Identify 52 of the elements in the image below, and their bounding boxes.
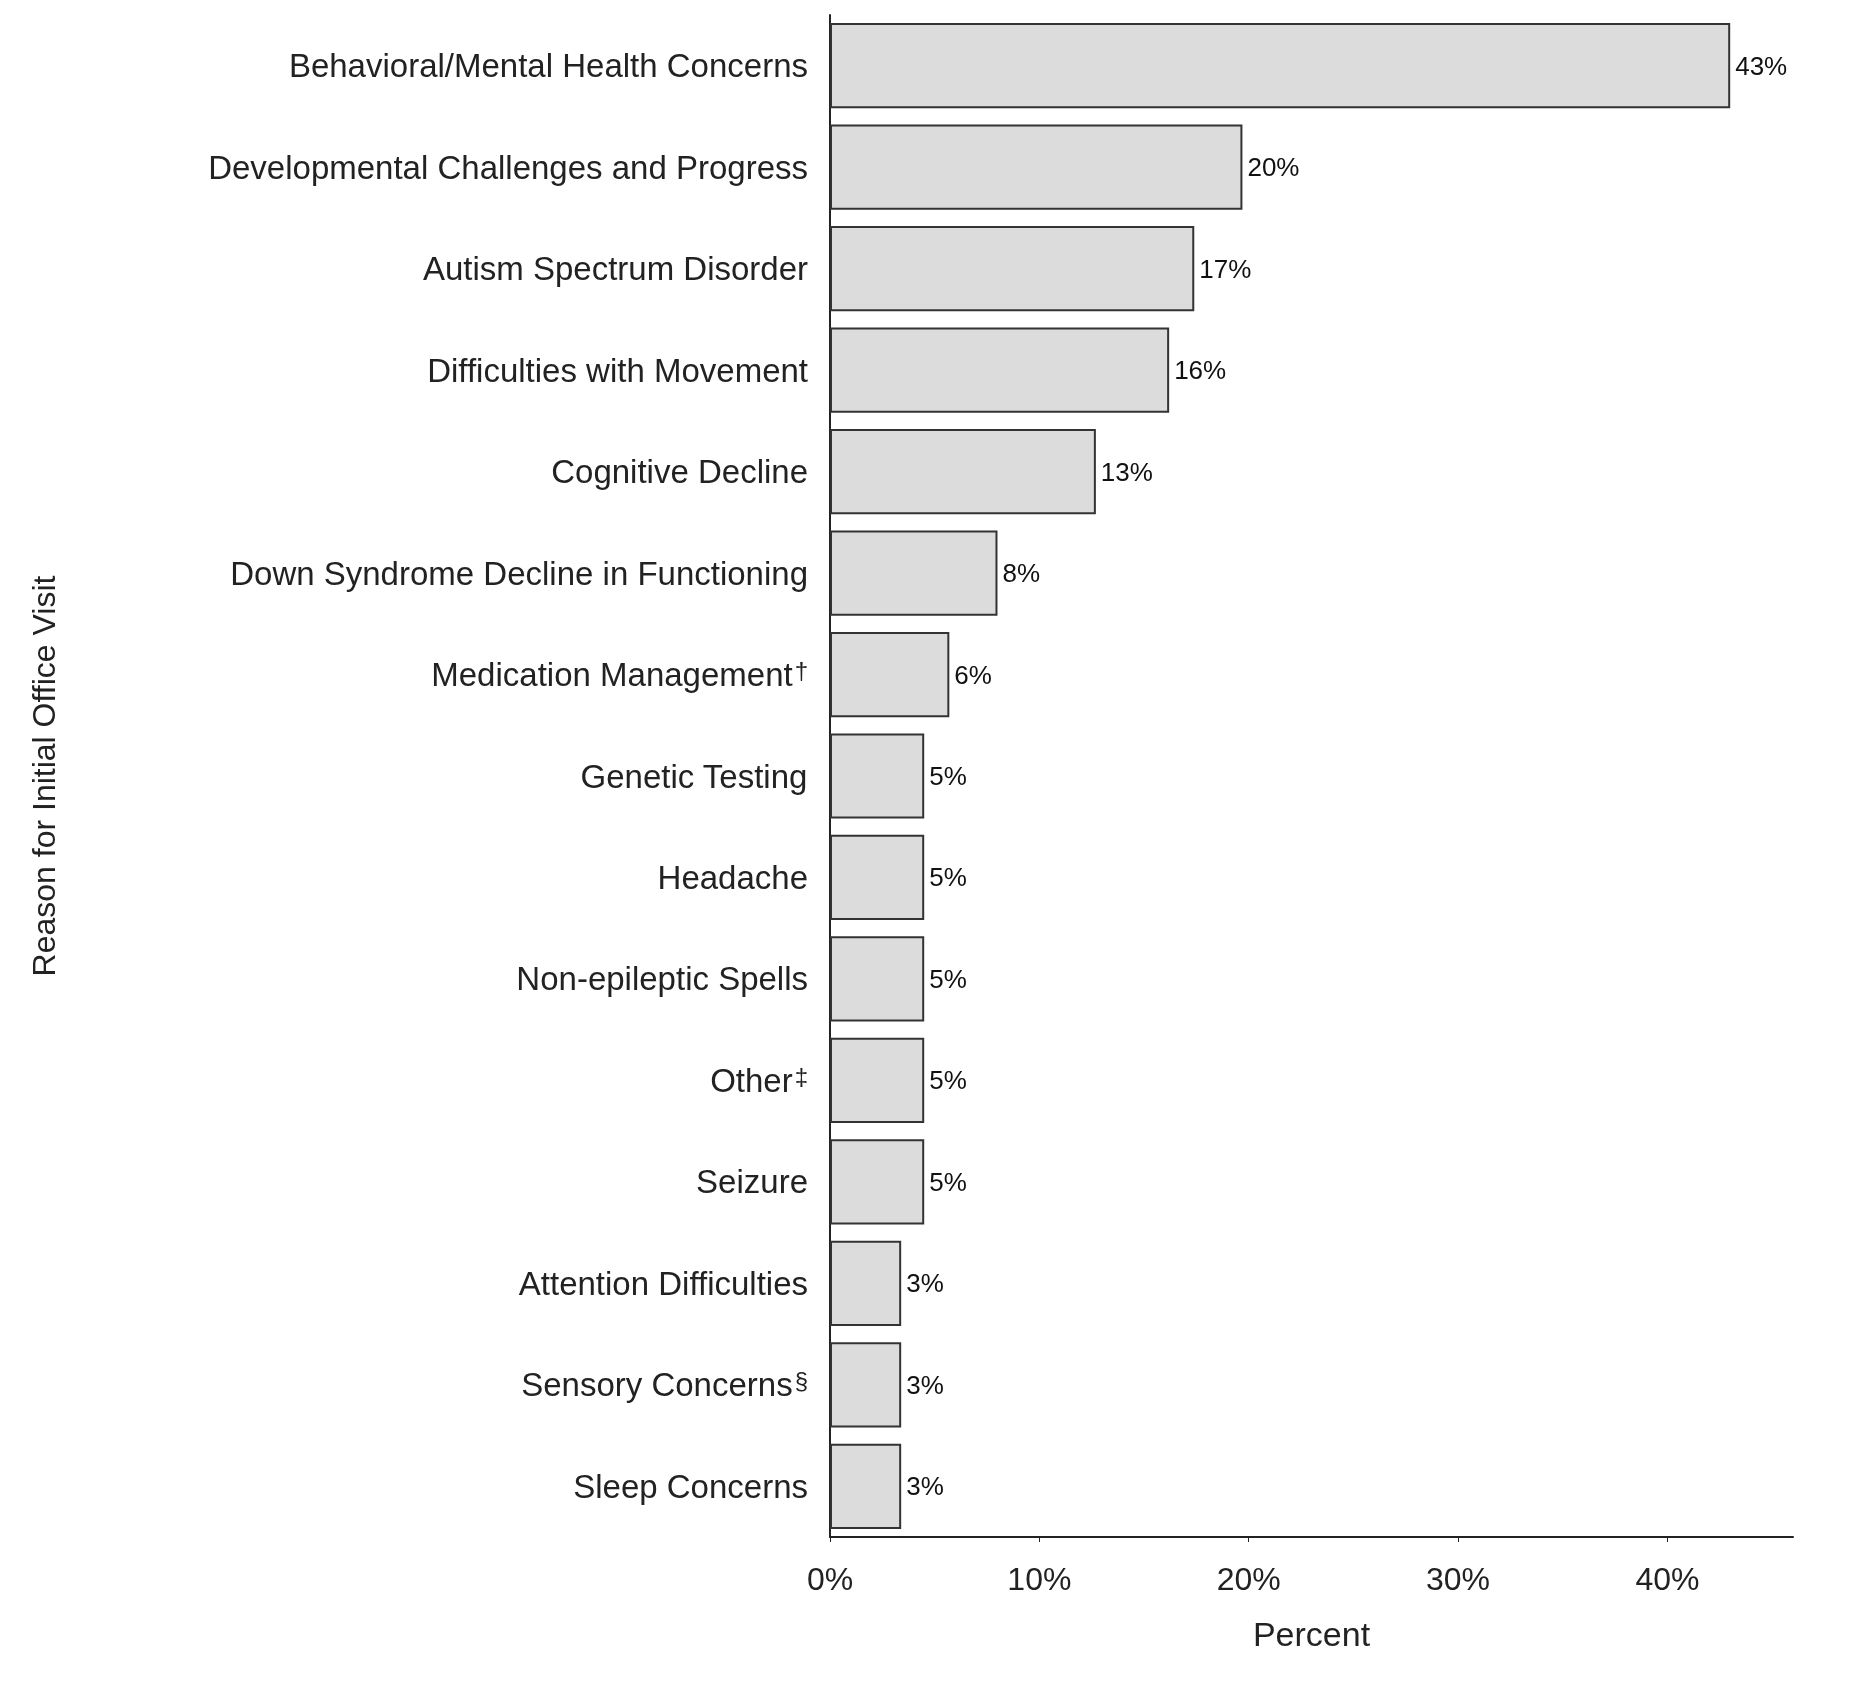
x-tick-label: 30% <box>1426 1561 1491 1597</box>
bar <box>830 124 1243 210</box>
bar <box>830 834 925 921</box>
x-tick-label: 0% <box>806 1561 854 1597</box>
bar <box>830 23 1731 109</box>
y-tick-label: Medication Management† <box>431 656 809 694</box>
x-axis-title: Percent <box>1252 1615 1371 1653</box>
y-axis-title: Reason for Initial Office Visit <box>26 575 62 977</box>
bar <box>830 1443 902 1529</box>
data-label: 3% <box>906 1369 944 1400</box>
y-tick-label: Sensory Concerns§ <box>521 1366 809 1404</box>
x-tick-label: 10% <box>1007 1561 1072 1597</box>
y-tick-label: Other‡ <box>710 1061 809 1099</box>
y-tick-label: Genetic Testing <box>580 757 808 795</box>
data-label: 5% <box>929 761 967 791</box>
data-label: 20% <box>1247 152 1300 183</box>
bar <box>830 327 1170 413</box>
y-tick-label: Down Syndrome Decline in Functioning <box>230 554 809 592</box>
bar <box>830 1342 902 1428</box>
bar <box>830 1139 925 1225</box>
y-tick-label: Behavioral/Mental Health Concerns <box>288 47 808 85</box>
x-tick-label: 40% <box>1635 1561 1700 1597</box>
data-label: 5% <box>929 862 967 893</box>
bar <box>830 936 925 1022</box>
y-tick-label: Headache <box>657 858 808 896</box>
y-tick-label: Attention Difficulties <box>518 1264 808 1302</box>
bar <box>830 428 1096 515</box>
y-tick-label: Developmental Challenges and Progress <box>208 148 809 186</box>
y-tick-label: Autism Spectrum Disorder <box>422 250 809 288</box>
bar <box>830 631 950 718</box>
bar <box>830 226 1195 312</box>
data-label: 3% <box>906 1268 944 1299</box>
data-label: 5% <box>929 963 967 994</box>
x-tick-label: 20% <box>1216 1561 1281 1597</box>
data-label: 17% <box>1199 253 1252 284</box>
bar <box>830 1240 902 1326</box>
data-label: 13% <box>1100 456 1153 487</box>
y-tick-label: Difficulties with Movement <box>427 351 809 389</box>
data-label: 3% <box>906 1471 944 1502</box>
y-tick-label: Sleep Concerns <box>573 1467 809 1505</box>
data-label: 6% <box>954 659 992 690</box>
y-tick-label: Cognitive Decline <box>551 453 809 491</box>
y-tick-label: Seizure <box>696 1163 808 1201</box>
bar <box>830 733 925 819</box>
data-label: 16% <box>1174 355 1227 386</box>
data-label: 8% <box>1002 558 1041 589</box>
data-label: 5% <box>929 1166 967 1197</box>
data-label: 43% <box>1735 50 1788 81</box>
bar <box>830 530 998 616</box>
y-tick-label: Non-epileptic Spells <box>516 960 809 998</box>
data-label: 5% <box>929 1065 967 1096</box>
bar <box>830 1037 925 1124</box>
